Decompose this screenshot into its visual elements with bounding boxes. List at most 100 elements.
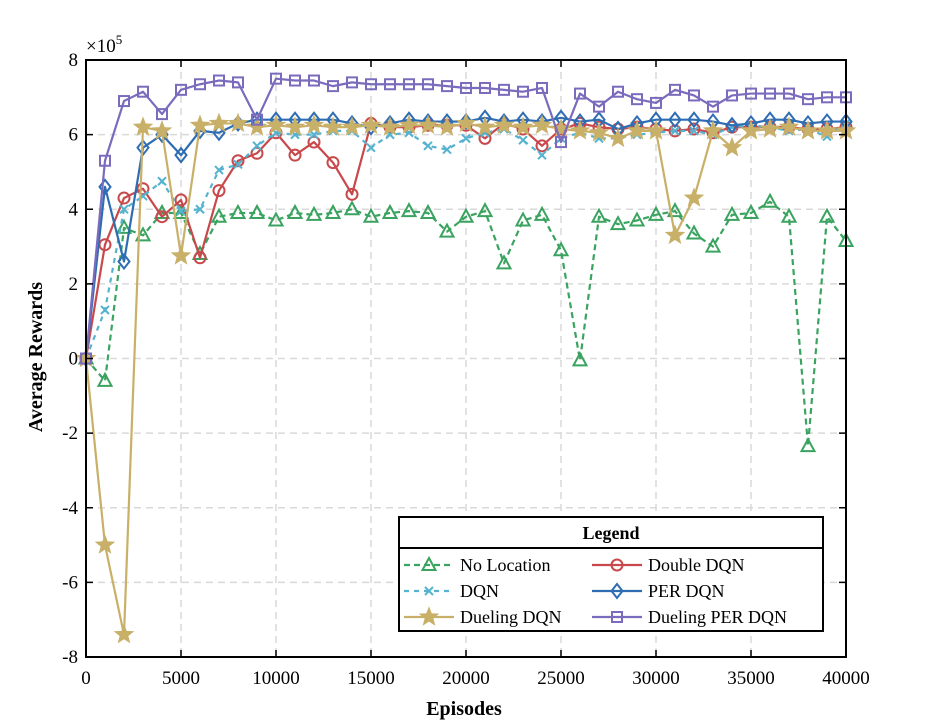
data-point-dqn [689, 126, 699, 136]
data-point-no-location [666, 202, 684, 218]
legend-item-double-dqn: Double DQN [592, 555, 745, 575]
y-tick-label: 8 [69, 50, 79, 71]
data-point-no-location [780, 207, 798, 223]
data-point-no-location [628, 211, 646, 227]
data-point-no-location [115, 218, 133, 234]
data-point-dueling-dqn [208, 112, 230, 133]
tick-labels: 0 5000 10000 15000 20000 25000 30000 35000 40000… [62, 50, 870, 689]
data-point-no-location [818, 207, 836, 223]
legend-entries: No Location Double DQN DQN PER DQN Dueling D… [404, 555, 787, 627]
data-point-no-location [362, 207, 380, 223]
data-point-dqn [157, 176, 167, 186]
data-point-per-dqn [687, 111, 701, 129]
data-point-per-dqn [212, 124, 226, 142]
x-tick-label: 0 [81, 668, 91, 689]
data-point-dueling-per-dqn [365, 78, 377, 91]
y-tick-label: -6 [62, 572, 78, 593]
y-tick-label: 4 [69, 199, 79, 220]
data-point-dueling-per-dqn [137, 85, 149, 98]
data-point-per-dqn [668, 111, 682, 129]
data-point-no-location [533, 205, 551, 221]
legend-label: Double DQN [648, 555, 745, 575]
x-axis-title: Episodes [426, 698, 502, 720]
series-dueling-per-dqn [80, 72, 852, 365]
x-tick-label: 25000 [537, 668, 585, 689]
legend-label: Dueling PER DQN [648, 607, 787, 627]
data-point-dqn [195, 204, 205, 214]
data-point-dueling-per-dqn [555, 136, 567, 149]
data-point-dueling-dqn [189, 114, 211, 135]
data-point-double-dqn [535, 139, 549, 153]
data-point-dueling-per-dqn [688, 89, 700, 102]
data-point-no-location [761, 192, 779, 208]
legend-label: Dueling DQN [460, 607, 562, 627]
data-point-dueling-per-dqn [384, 78, 396, 91]
data-point-dueling-per-dqn [232, 76, 244, 89]
data-point-dqn [518, 135, 528, 145]
series-layer [75, 72, 857, 644]
data-point-dueling-dqn [227, 112, 249, 133]
data-point-double-dqn [117, 191, 131, 205]
data-point-dueling-dqn [303, 114, 325, 135]
data-point-double-dqn [174, 193, 188, 207]
data-point-dueling-dqn [170, 245, 192, 265]
data-point-dueling-per-dqn [175, 83, 187, 96]
data-point-dueling-dqn [531, 114, 553, 135]
data-point-dueling-per-dqn [403, 78, 415, 91]
data-point-no-location [210, 207, 228, 223]
legend-marker [424, 586, 434, 596]
data-point-dueling-dqn [341, 116, 363, 136]
data-point-double-dqn [193, 251, 207, 265]
data-point-dueling-per-dqn [460, 81, 472, 94]
data-point-no-location [552, 241, 570, 257]
data-point-dueling-dqn [512, 116, 534, 136]
data-point-dueling-dqn [721, 136, 743, 157]
data-point-dueling-per-dqn [251, 113, 263, 126]
y-tick-label: -4 [62, 498, 78, 519]
series-line-dueling-per-dqn [84, 77, 846, 359]
legend-marker [610, 558, 624, 572]
legend-marker [418, 606, 440, 626]
data-point-no-location [609, 215, 627, 231]
data-point-double-dqn [687, 122, 701, 136]
data-point-dqn [233, 159, 243, 170]
y-multiplier-label: ×105 [86, 32, 122, 57]
data-point-no-location [704, 237, 722, 253]
data-point-double-dqn [250, 146, 264, 160]
data-point-dueling-per-dqn [631, 93, 643, 106]
data-point-dueling-per-dqn [726, 89, 738, 102]
data-point-dqn [461, 133, 471, 144]
data-point-no-location [723, 205, 741, 221]
data-point-dueling-dqn [417, 114, 439, 135]
data-point-no-location [400, 202, 418, 218]
data-point-dueling-per-dqn [612, 85, 624, 98]
data-point-dueling-per-dqn [764, 87, 776, 100]
data-point-dueling-per-dqn [707, 100, 719, 113]
data-point-dueling-per-dqn [270, 72, 282, 85]
series-dueling-dqn [75, 112, 857, 644]
x-tick-label: 40000 [822, 668, 870, 689]
legend-item-no-location: No Location [404, 555, 550, 575]
x-tick-label: 20000 [442, 668, 490, 689]
data-point-per-dqn [725, 116, 739, 134]
axis-ticks [85, 59, 847, 658]
data-point-no-location [799, 437, 817, 453]
data-point-dueling-dqn [778, 116, 800, 136]
data-point-dueling-dqn [588, 121, 610, 142]
y-tick-label: -2 [62, 423, 78, 444]
data-point-dueling-per-dqn [289, 74, 301, 87]
data-point-dueling-per-dqn [821, 91, 833, 104]
data-point-dueling-dqn [436, 116, 458, 136]
x-tick-label: 35000 [727, 668, 775, 689]
data-point-dueling-dqn [379, 116, 401, 136]
data-point-no-location [742, 203, 760, 219]
legend-label: DQN [460, 581, 499, 601]
data-point-no-location [514, 211, 532, 227]
data-point-double-dqn [326, 156, 340, 170]
data-point-dqn [214, 165, 224, 175]
data-point-dueling-dqn [664, 224, 686, 245]
data-point-dueling-per-dqn [422, 78, 434, 91]
data-point-dueling-dqn [493, 114, 515, 135]
data-point-double-dqn [288, 148, 302, 162]
data-point-dueling-per-dqn [346, 76, 358, 89]
